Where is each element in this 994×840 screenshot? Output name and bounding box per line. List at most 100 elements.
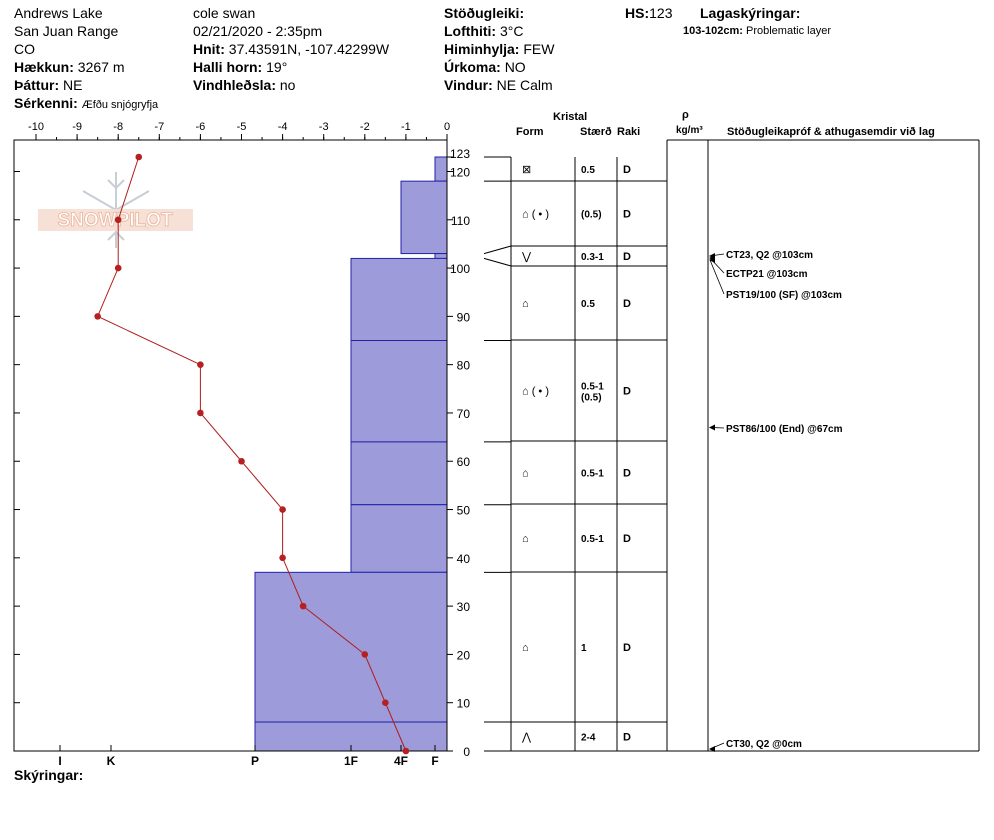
col-density-unit: kg/m³	[676, 125, 703, 136]
height-tick-label: 50	[457, 504, 471, 518]
temp-tick-label: -10	[28, 121, 44, 133]
temperature-point	[382, 699, 389, 707]
col-size: Stærð	[580, 126, 612, 138]
hs-value: 123	[649, 5, 673, 21]
moisture-value: D	[623, 164, 631, 176]
col-moisture: Raki	[617, 126, 641, 138]
height-tick-label: 20	[457, 648, 471, 662]
height-tick-label: 80	[457, 359, 471, 373]
wind: Vindur: NE Calm	[444, 77, 553, 93]
grain-size: (0.5)	[581, 210, 602, 221]
moisture-value: D	[623, 533, 631, 545]
precip: Úrkoma: NO	[444, 59, 526, 75]
moisture-value: D	[623, 642, 631, 654]
aspect-value: NE	[63, 77, 83, 93]
moisture-value: D	[623, 209, 631, 221]
grain-size: 0.5-1	[581, 382, 604, 393]
aspect: Þáttur: NE	[14, 77, 82, 93]
sky-value: FEW	[523, 41, 555, 57]
hardness-tick-label: 4F	[394, 754, 408, 768]
temp-tick-label: 0	[444, 121, 450, 133]
temp-tick-label: -6	[196, 121, 206, 133]
stability-test: PST19/100 (SF) @103cm	[726, 290, 842, 301]
datetime: 02/21/2020 - 2:35pm	[193, 23, 323, 39]
height-tick-label: 0	[463, 745, 470, 759]
hardness-tick-label: 1F	[344, 754, 358, 768]
stability-test: ECTP21 @103cm	[726, 269, 808, 280]
stability-test: CT30, Q2 @0cm	[726, 739, 802, 750]
hardness-tick-label: I	[58, 754, 61, 768]
air-temp: Lofthiti: 3°C	[444, 23, 523, 39]
wind-label: Vindur:	[444, 77, 493, 93]
wind-loading-label: Vindhleðsla:	[193, 77, 276, 93]
sky: Himinhylja: FEW	[444, 41, 554, 57]
test-arrowhead	[709, 746, 715, 752]
grain-form-symbol: ⌂	[522, 298, 529, 310]
wind-value: NE Calm	[496, 77, 553, 93]
temp-tick-label: -1	[401, 121, 411, 133]
footer-label: Skýringar:	[14, 767, 84, 783]
moisture-value: D	[623, 732, 631, 744]
moisture-value: D	[623, 386, 631, 398]
precip-label: Úrkoma:	[444, 59, 501, 75]
wind-loading: Vindhleðsla: no	[193, 77, 295, 93]
moisture-value: D	[623, 468, 631, 480]
snowpilot-logo: SNOWPILOT	[38, 172, 193, 248]
height-tick-label: 110	[451, 214, 470, 228]
moisture-value: D	[623, 298, 631, 310]
hardness-bar	[350, 340, 448, 443]
grain-size: 0.5-1	[581, 534, 604, 545]
specifics: Sérkenni: Æfðu snjógryfja	[14, 95, 158, 112]
specifics-label: Sérkenni:	[14, 95, 78, 111]
temperature-point	[361, 651, 369, 658]
height-tick-label: 40	[457, 552, 471, 566]
stability-label: Stöðugleiki:	[444, 5, 525, 21]
col-tests: Stöðugleikapróf & athugasemdir við lag	[727, 126, 935, 138]
hardness-bar	[400, 180, 448, 255]
grain-form-symbol: ⌂ ( • )	[522, 209, 549, 221]
grain-size: 0.5-1	[581, 469, 604, 480]
hs: HS:123	[625, 5, 672, 21]
hardness-tick-label: P	[251, 754, 259, 768]
height-tick-label: 90	[457, 310, 471, 324]
elevation-value: 3267 m	[77, 59, 125, 75]
coords: Hnit: 37.43591N, -107.42299W	[193, 41, 389, 57]
location: Andrews Lake	[14, 5, 103, 21]
temperature-point	[135, 153, 143, 161]
temp-tick-label: -3	[319, 121, 329, 133]
col-crystal: Kristal	[553, 111, 588, 123]
grain-size: (0.5)	[581, 393, 602, 404]
grain-form-symbol: ⊠	[522, 164, 531, 176]
layer-notes-title: Lagaskýringar:	[700, 5, 801, 21]
col-rho: ρ	[682, 109, 689, 121]
grain-form-symbol: ⌂ ( • )	[522, 386, 549, 398]
test-arrowhead	[709, 424, 715, 431]
stability-test: CT23, Q2 @103cm	[726, 250, 813, 261]
slope-value: 19°	[266, 59, 288, 75]
temp-tick-label: -9	[72, 121, 82, 133]
grain-form-symbol: ⌂	[522, 533, 529, 545]
test-arrowhead	[709, 257, 715, 263]
coords-label: Hnit:	[193, 41, 225, 57]
air-temp-label: Lofthiti:	[444, 23, 497, 39]
grain-size: 0.3-1	[581, 252, 604, 263]
plot-frame	[13, 139, 448, 752]
temperature-point	[94, 313, 101, 320]
grain-size: 0.5	[581, 299, 595, 310]
hardness-tick-label: F	[431, 754, 438, 768]
grain-size: 2-4	[581, 733, 596, 744]
height-tick-label: 123	[450, 147, 470, 161]
elevation-label: Hækkun:	[14, 59, 74, 75]
grain-form-symbol: ⋀	[521, 732, 532, 744]
hardness-tick-label: K	[107, 754, 116, 768]
stability-test: PST86/100 (End) @67cm	[726, 424, 843, 435]
grain-size: 0.5	[581, 165, 595, 176]
moisture-value: D	[623, 251, 631, 263]
hardness-bar	[350, 257, 448, 342]
layer-connector	[483, 245, 512, 255]
temperature-point	[402, 747, 410, 755]
temperature-point	[114, 216, 122, 224]
height-tick-label: 30	[457, 600, 471, 614]
height-tick-label: 120	[450, 165, 470, 179]
